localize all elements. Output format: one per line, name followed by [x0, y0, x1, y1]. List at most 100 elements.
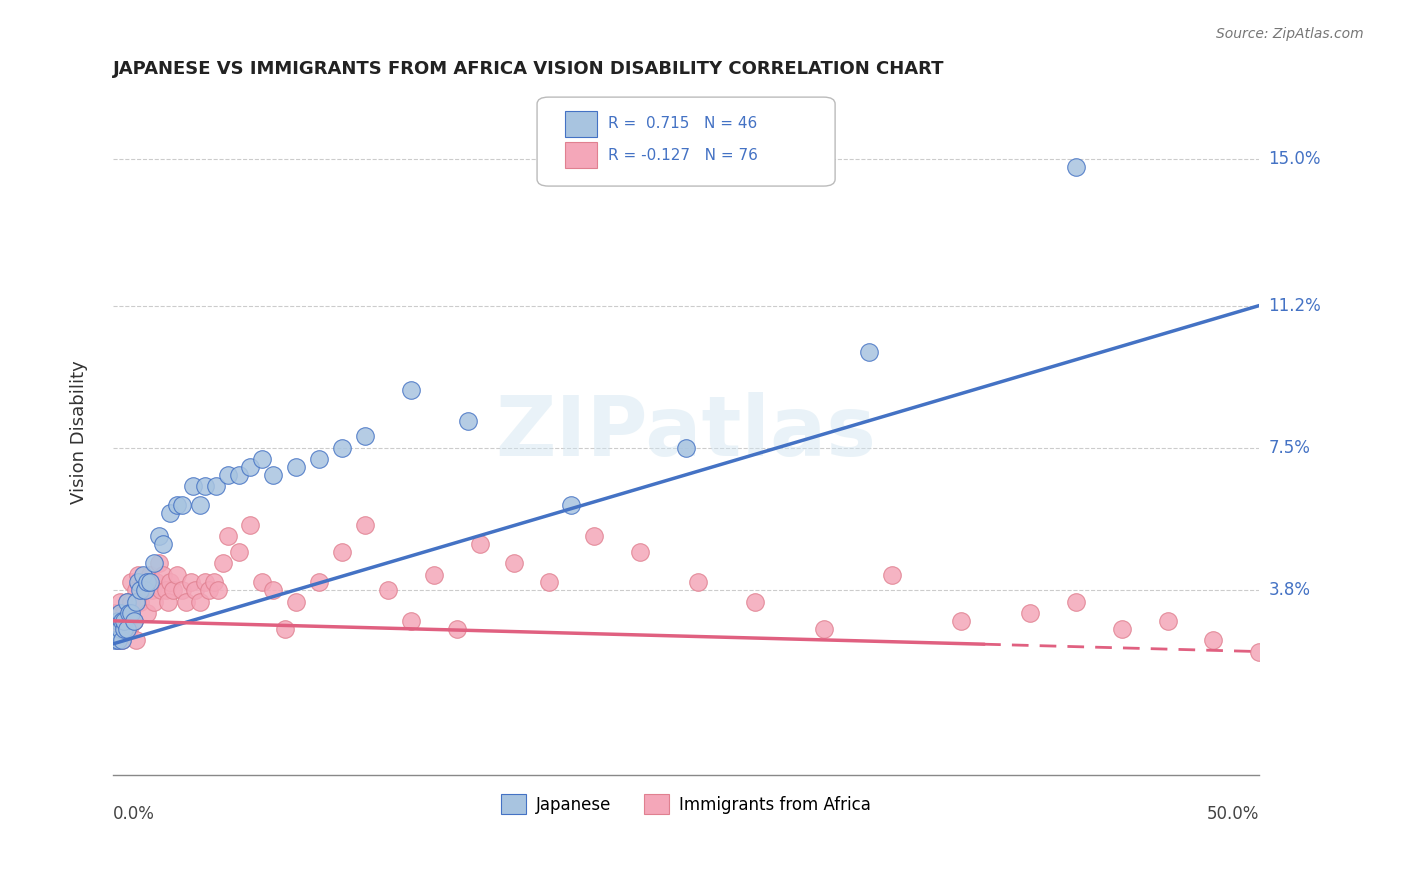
- Point: [115, 594, 138, 608]
- Point: [125, 633, 148, 648]
- Text: Source: ZipAtlas.com: Source: ZipAtlas.com: [1216, 27, 1364, 41]
- Point: [858, 344, 880, 359]
- Point: [354, 429, 377, 443]
- Point: [198, 583, 221, 598]
- Point: [155, 583, 177, 598]
- Point: [285, 460, 308, 475]
- Text: 7.5%: 7.5%: [1268, 439, 1310, 457]
- Point: [127, 575, 149, 590]
- Point: [134, 583, 156, 598]
- Point: [262, 467, 284, 482]
- Point: [118, 606, 141, 620]
- Point: [1156, 614, 1178, 628]
- Point: [330, 441, 353, 455]
- Point: [112, 606, 135, 620]
- Point: [423, 567, 446, 582]
- Point: [188, 499, 211, 513]
- Point: [1202, 633, 1225, 648]
- Point: [583, 529, 606, 543]
- Point: [104, 606, 127, 620]
- Point: [1111, 622, 1133, 636]
- Point: [132, 567, 155, 582]
- Point: [181, 479, 204, 493]
- Point: [1249, 644, 1271, 658]
- FancyBboxPatch shape: [537, 97, 835, 186]
- Point: [141, 583, 163, 598]
- Point: [188, 594, 211, 608]
- Point: [744, 594, 766, 608]
- Text: 50.0%: 50.0%: [1206, 805, 1260, 823]
- Point: [1019, 606, 1042, 620]
- Point: [354, 517, 377, 532]
- Point: [560, 499, 582, 513]
- Point: [111, 633, 134, 648]
- Point: [136, 575, 159, 590]
- Point: [217, 467, 239, 482]
- Legend: Japanese, Immigrants from Africa: Japanese, Immigrants from Africa: [501, 794, 872, 814]
- FancyBboxPatch shape: [565, 111, 596, 136]
- Point: [120, 606, 142, 620]
- Point: [399, 383, 422, 397]
- Point: [162, 583, 184, 598]
- Point: [104, 622, 127, 636]
- Text: R = -0.127   N = 76: R = -0.127 N = 76: [609, 148, 758, 162]
- Point: [138, 567, 160, 582]
- Point: [107, 614, 129, 628]
- Point: [108, 622, 131, 636]
- Text: R =  0.715   N = 46: R = 0.715 N = 46: [609, 116, 758, 131]
- Point: [537, 575, 560, 590]
- Text: 0.0%: 0.0%: [112, 805, 155, 823]
- Point: [194, 575, 217, 590]
- Point: [166, 567, 188, 582]
- Point: [112, 622, 135, 636]
- Point: [111, 633, 134, 648]
- Point: [675, 441, 697, 455]
- Point: [308, 452, 330, 467]
- Point: [115, 594, 138, 608]
- Point: [170, 583, 193, 598]
- Point: [950, 614, 973, 628]
- Point: [145, 575, 167, 590]
- Point: [152, 567, 174, 582]
- Point: [152, 537, 174, 551]
- Point: [228, 544, 250, 558]
- Text: ZIPatlas: ZIPatlas: [495, 392, 876, 473]
- Point: [1064, 160, 1087, 174]
- Point: [308, 575, 330, 590]
- Point: [148, 529, 170, 543]
- Point: [107, 614, 129, 628]
- Point: [108, 594, 131, 608]
- Point: [125, 594, 148, 608]
- Point: [686, 575, 709, 590]
- Point: [468, 537, 491, 551]
- Point: [503, 556, 526, 570]
- Text: Vision Disability: Vision Disability: [69, 360, 87, 504]
- Point: [217, 529, 239, 543]
- Point: [118, 622, 141, 636]
- Point: [112, 614, 135, 628]
- Text: 3.8%: 3.8%: [1268, 581, 1310, 599]
- Point: [207, 583, 229, 598]
- Point: [112, 622, 135, 636]
- Point: [118, 606, 141, 620]
- Text: JAPANESE VS IMMIGRANTS FROM AFRICA VISION DISABILITY CORRELATION CHART: JAPANESE VS IMMIGRANTS FROM AFRICA VISIO…: [112, 60, 945, 78]
- Point: [107, 633, 129, 648]
- Point: [107, 633, 129, 648]
- Point: [129, 583, 152, 598]
- Point: [205, 479, 228, 493]
- Point: [202, 575, 225, 590]
- Point: [170, 499, 193, 513]
- Point: [262, 583, 284, 598]
- Point: [330, 544, 353, 558]
- Point: [108, 606, 131, 620]
- Point: [115, 614, 138, 628]
- Point: [148, 556, 170, 570]
- Point: [143, 556, 166, 570]
- Point: [457, 414, 479, 428]
- Text: 15.0%: 15.0%: [1268, 151, 1320, 169]
- Point: [120, 594, 142, 608]
- Point: [882, 567, 904, 582]
- Point: [159, 506, 181, 520]
- Point: [134, 583, 156, 598]
- Point: [239, 460, 262, 475]
